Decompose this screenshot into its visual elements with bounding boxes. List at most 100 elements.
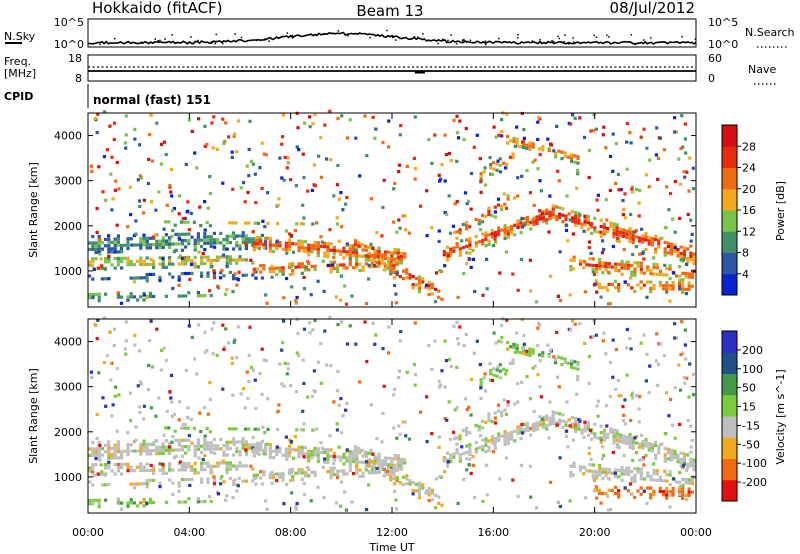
velocity-cell (626, 466, 631, 470)
velocity-cell (133, 343, 137, 347)
velocity-cell (570, 359, 574, 363)
velocity-cell (479, 381, 483, 385)
velocity-cell (684, 498, 688, 502)
velocity-cell (545, 424, 549, 428)
power-cell (342, 246, 346, 250)
velocity-cell (197, 456, 201, 460)
velocity-cell (107, 462, 111, 467)
velocity-cell (312, 369, 316, 373)
power-cell (355, 265, 359, 269)
velocity-cell (104, 483, 108, 487)
power-cell (683, 137, 687, 141)
velocity-cell (511, 358, 515, 362)
velocity-cell (561, 419, 565, 423)
velocity-cell (354, 454, 358, 458)
velocity-cell (371, 467, 375, 472)
velocity-cell (265, 507, 269, 511)
velocity-cell (369, 448, 373, 452)
power-cell (625, 229, 629, 233)
power-cell (663, 247, 667, 251)
power-cell (385, 263, 390, 267)
power-cell (297, 148, 301, 152)
power-cell (602, 229, 606, 233)
noise-search-dot (215, 33, 217, 36)
velocity-cell (532, 409, 536, 413)
velocity-cell (515, 343, 519, 347)
velocity-cell (310, 470, 314, 474)
velocity-cell (554, 357, 558, 362)
colorbar-tick-label: 50 (742, 382, 756, 395)
velocity-cell (668, 505, 672, 509)
power-cell (417, 286, 422, 291)
power-cell (168, 272, 172, 276)
power-cell (419, 204, 423, 208)
velocity-cell (128, 391, 132, 395)
power-cell (599, 295, 603, 299)
power-cell (471, 248, 475, 253)
velocity-cell (142, 468, 146, 473)
velocity-cell (123, 462, 127, 466)
power-cell (212, 231, 216, 235)
power-cell (212, 269, 216, 273)
power-cell (222, 141, 226, 146)
power-cell (449, 158, 453, 163)
velocity-cell (680, 320, 684, 324)
velocity-cell (506, 403, 510, 407)
velocity-cell (208, 430, 212, 434)
velocity-cell (629, 347, 633, 351)
velocity-cell (447, 357, 451, 362)
velocity-cell (489, 369, 493, 373)
velocity-cell (193, 461, 197, 465)
power-cell (522, 127, 526, 132)
velocity-cell (268, 452, 272, 456)
velocity-cell (358, 380, 362, 384)
power-cell (326, 251, 330, 255)
velocity-cell (206, 441, 210, 445)
power-cell (132, 276, 136, 280)
velocity-cell (238, 461, 242, 465)
power-cell (158, 239, 162, 243)
noise-search-dot (539, 38, 541, 41)
velocity-cell (513, 439, 517, 443)
power-cell (88, 241, 92, 245)
velocity-cell (177, 484, 181, 488)
power-cell (647, 236, 651, 240)
power-cell (200, 238, 204, 242)
power-cell (116, 263, 120, 267)
velocity-cell (430, 367, 434, 371)
velocity-cell (235, 464, 239, 468)
velocity-cell (169, 373, 174, 377)
power-cell (687, 275, 691, 279)
power-cell (249, 258, 253, 262)
velocity-cell (284, 454, 288, 458)
power-cell (516, 219, 520, 223)
power-cell (134, 232, 138, 236)
velocity-cell (630, 391, 635, 395)
velocity-cell (268, 446, 272, 450)
power-cell (657, 238, 661, 243)
velocity-cell (200, 461, 204, 465)
velocity-cell (620, 478, 624, 482)
velocity-cell (399, 467, 404, 471)
velocity-cell (142, 404, 146, 408)
velocity-cell (403, 461, 407, 465)
power-cell (245, 164, 249, 168)
power-cell (387, 119, 391, 123)
velocity-cell (205, 426, 209, 431)
power-cell (168, 184, 172, 188)
power-cell (561, 220, 565, 224)
velocity-cell (392, 477, 396, 481)
power-cell (652, 262, 656, 266)
power-cell (364, 258, 368, 262)
power-cell (120, 295, 124, 299)
power-cell (329, 248, 333, 252)
velocity-cell (630, 470, 634, 474)
velocity-cell (206, 444, 210, 448)
velocity-cell (506, 441, 510, 445)
velocity-cell (98, 443, 102, 448)
velocity-cell (683, 328, 687, 332)
velocity-cell (633, 479, 637, 484)
power-cell (287, 262, 292, 266)
velocity-cell (313, 318, 317, 323)
power-cell (132, 243, 136, 247)
